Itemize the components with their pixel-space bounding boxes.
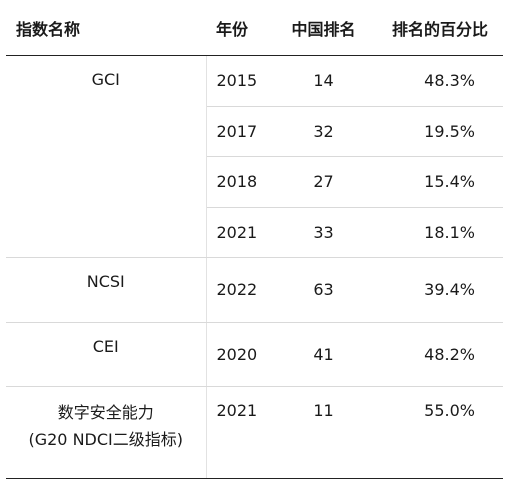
percent-cell: 15.4% — [377, 156, 503, 208]
year-cell: 2020 — [206, 322, 270, 387]
index-name-cell: NCSI — [6, 257, 207, 323]
table-row: NCSI 2022 63 39.4% — [6, 257, 503, 323]
table-row: GCI 2015 14 48.3% — [6, 55, 503, 258]
year-cell: 2021 — [206, 207, 270, 258]
index-ranking-table: 指数名称 年份 中国排名 排名的百分比 GCI 2015 14 48.3% 20… — [6, 0, 503, 479]
year-cell: 2018 — [206, 156, 270, 208]
index-name: GCI — [91, 70, 120, 89]
table-row: 2018 27 15.4% — [6, 156, 503, 208]
header-year: 年份 — [206, 0, 270, 56]
index-name: CEI — [92, 336, 119, 356]
table-row: 2017 32 19.5% — [6, 106, 503, 157]
year-cell: 2015 — [206, 55, 270, 107]
rank-cell: 11 — [270, 386, 377, 479]
table-row: 数字安全能力 (G20 NDCI二级指标) 2021 11 55.0% — [6, 386, 503, 479]
rank-cell: 27 — [270, 156, 377, 208]
percent-cell: 18.1% — [377, 207, 503, 258]
rank-cell: 41 — [270, 322, 377, 387]
percent-cell: 48.3% — [377, 55, 503, 107]
index-name-cell: GCI — [6, 55, 207, 258]
percent-cell: 55.0% — [377, 386, 503, 479]
header-row: 指数名称 年份 中国排名 排名的百分比 — [6, 0, 503, 56]
index-name-cell: 数字安全能力 (G20 NDCI二级指标) — [6, 386, 207, 479]
index-name: 数字安全能力 — [57, 403, 154, 422]
table-body: GCI 2015 14 48.3% 2017 32 19.5% 2018 27 … — [6, 55, 503, 479]
table-header: 指数名称 年份 中国排名 排名的百分比 — [6, 0, 503, 56]
percent-cell: 48.2% — [377, 322, 503, 387]
table-row: CEI 2020 41 48.2% — [6, 322, 503, 387]
rank-cell: 33 — [270, 207, 377, 258]
percent-cell: 19.5% — [377, 106, 503, 157]
rank-cell: 14 — [270, 55, 377, 107]
year-cell: 2021 — [206, 386, 270, 479]
year-cell: 2017 — [206, 106, 270, 157]
header-rank-percentage: 排名的百分比 — [377, 0, 503, 56]
rank-cell: 63 — [270, 257, 377, 323]
header-index-name: 指数名称 — [6, 0, 206, 56]
rank-cell: 32 — [270, 106, 377, 157]
table-row: 2021 33 18.1% — [6, 207, 503, 258]
index-name-cell: CEI — [6, 322, 207, 387]
year-cell: 2022 — [206, 257, 270, 323]
index-name: NCSI — [86, 272, 125, 291]
header-china-rank: 中国排名 — [270, 0, 377, 56]
percent-cell: 39.4% — [377, 257, 503, 323]
